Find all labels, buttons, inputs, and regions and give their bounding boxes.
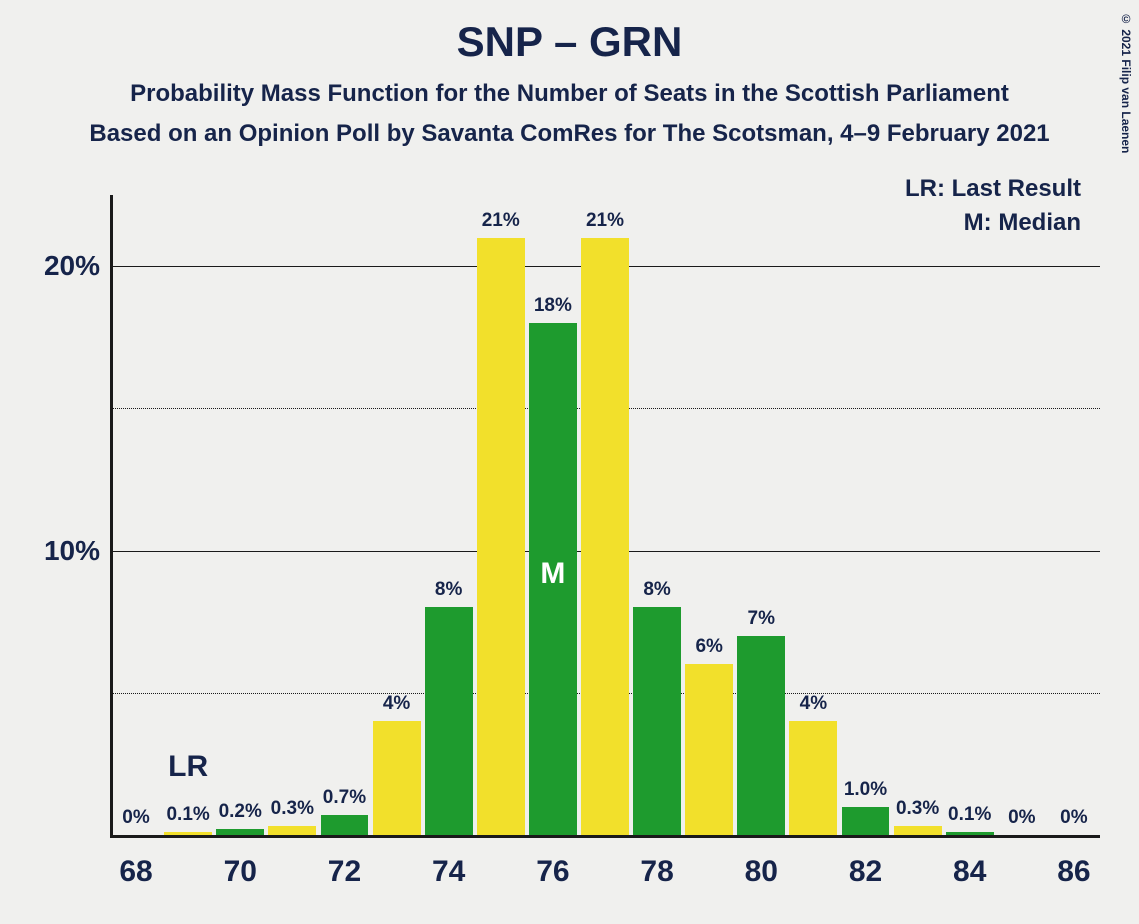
bar-value-label: 18%: [529, 295, 577, 317]
chart-title: SNP – GRN: [0, 18, 1139, 66]
median-marker-label: M: [540, 557, 565, 591]
bar-value-label: 21%: [477, 210, 525, 232]
x-axis-line: [110, 835, 1100, 838]
x-tick-label: 74: [432, 855, 465, 889]
chart-subtitle-2: Based on an Opinion Poll by Savanta ComR…: [0, 120, 1139, 148]
chart-area: 10%20%0%0.1%0.2%0.3%0.7%4%8%21%18%21%8%6…: [110, 195, 1100, 835]
x-tick-label: 86: [1057, 855, 1090, 889]
bar-value-label: 0.2%: [216, 801, 264, 823]
bar: 8%: [425, 607, 473, 835]
x-tick-label: 68: [119, 855, 152, 889]
bar: 7%: [737, 636, 785, 835]
bar-value-label: 4%: [373, 693, 421, 715]
x-tick-label: 82: [849, 855, 882, 889]
x-tick-label: 76: [536, 855, 569, 889]
y-tick-label: 20%: [44, 250, 100, 282]
bar-value-label: 4%: [789, 693, 837, 715]
y-axis-line: [110, 195, 113, 835]
bar: 4%: [789, 721, 837, 835]
bar-value-label: 0%: [1050, 807, 1098, 829]
chart-page: SNP – GRN Probability Mass Function for …: [0, 0, 1139, 924]
bar-value-label: 7%: [737, 608, 785, 630]
bar-value-label: 0.1%: [946, 804, 994, 826]
bar-value-label: 0%: [112, 807, 160, 829]
bar: 21%: [581, 238, 629, 835]
lr-marker-label: LR: [168, 750, 208, 784]
bar-value-label: 8%: [425, 579, 473, 601]
bar-value-label: 0.3%: [268, 798, 316, 820]
bar: 1.0%: [842, 807, 890, 835]
bar-value-label: 1.0%: [842, 779, 890, 801]
chart-subtitle-1: Probability Mass Function for the Number…: [0, 80, 1139, 108]
bar: 0.7%: [321, 815, 369, 835]
bar: 0.3%: [268, 826, 316, 835]
bar-value-label: 21%: [581, 210, 629, 232]
bar: 21%: [477, 238, 525, 835]
bar: 8%: [633, 607, 681, 835]
bar-value-label: 0.3%: [894, 798, 942, 820]
y-tick-label: 10%: [44, 535, 100, 567]
titles: SNP – GRN Probability Mass Function for …: [0, 0, 1139, 148]
x-tick-label: 72: [328, 855, 361, 889]
x-tick-label: 70: [224, 855, 257, 889]
copyright-text: © 2021 Filip van Laenen: [1119, 12, 1133, 153]
bar-value-label: 8%: [633, 579, 681, 601]
bar: 4%: [373, 721, 421, 835]
x-tick-label: 78: [640, 855, 673, 889]
bar-value-label: 0%: [998, 807, 1046, 829]
bar: 6%: [685, 664, 733, 835]
bar-value-label: 0.1%: [164, 804, 212, 826]
bar-value-label: 0.7%: [320, 787, 368, 809]
bar: 0.3%: [894, 826, 942, 835]
x-tick-label: 84: [953, 855, 986, 889]
bar-value-label: 6%: [685, 636, 733, 658]
x-tick-label: 80: [745, 855, 778, 889]
